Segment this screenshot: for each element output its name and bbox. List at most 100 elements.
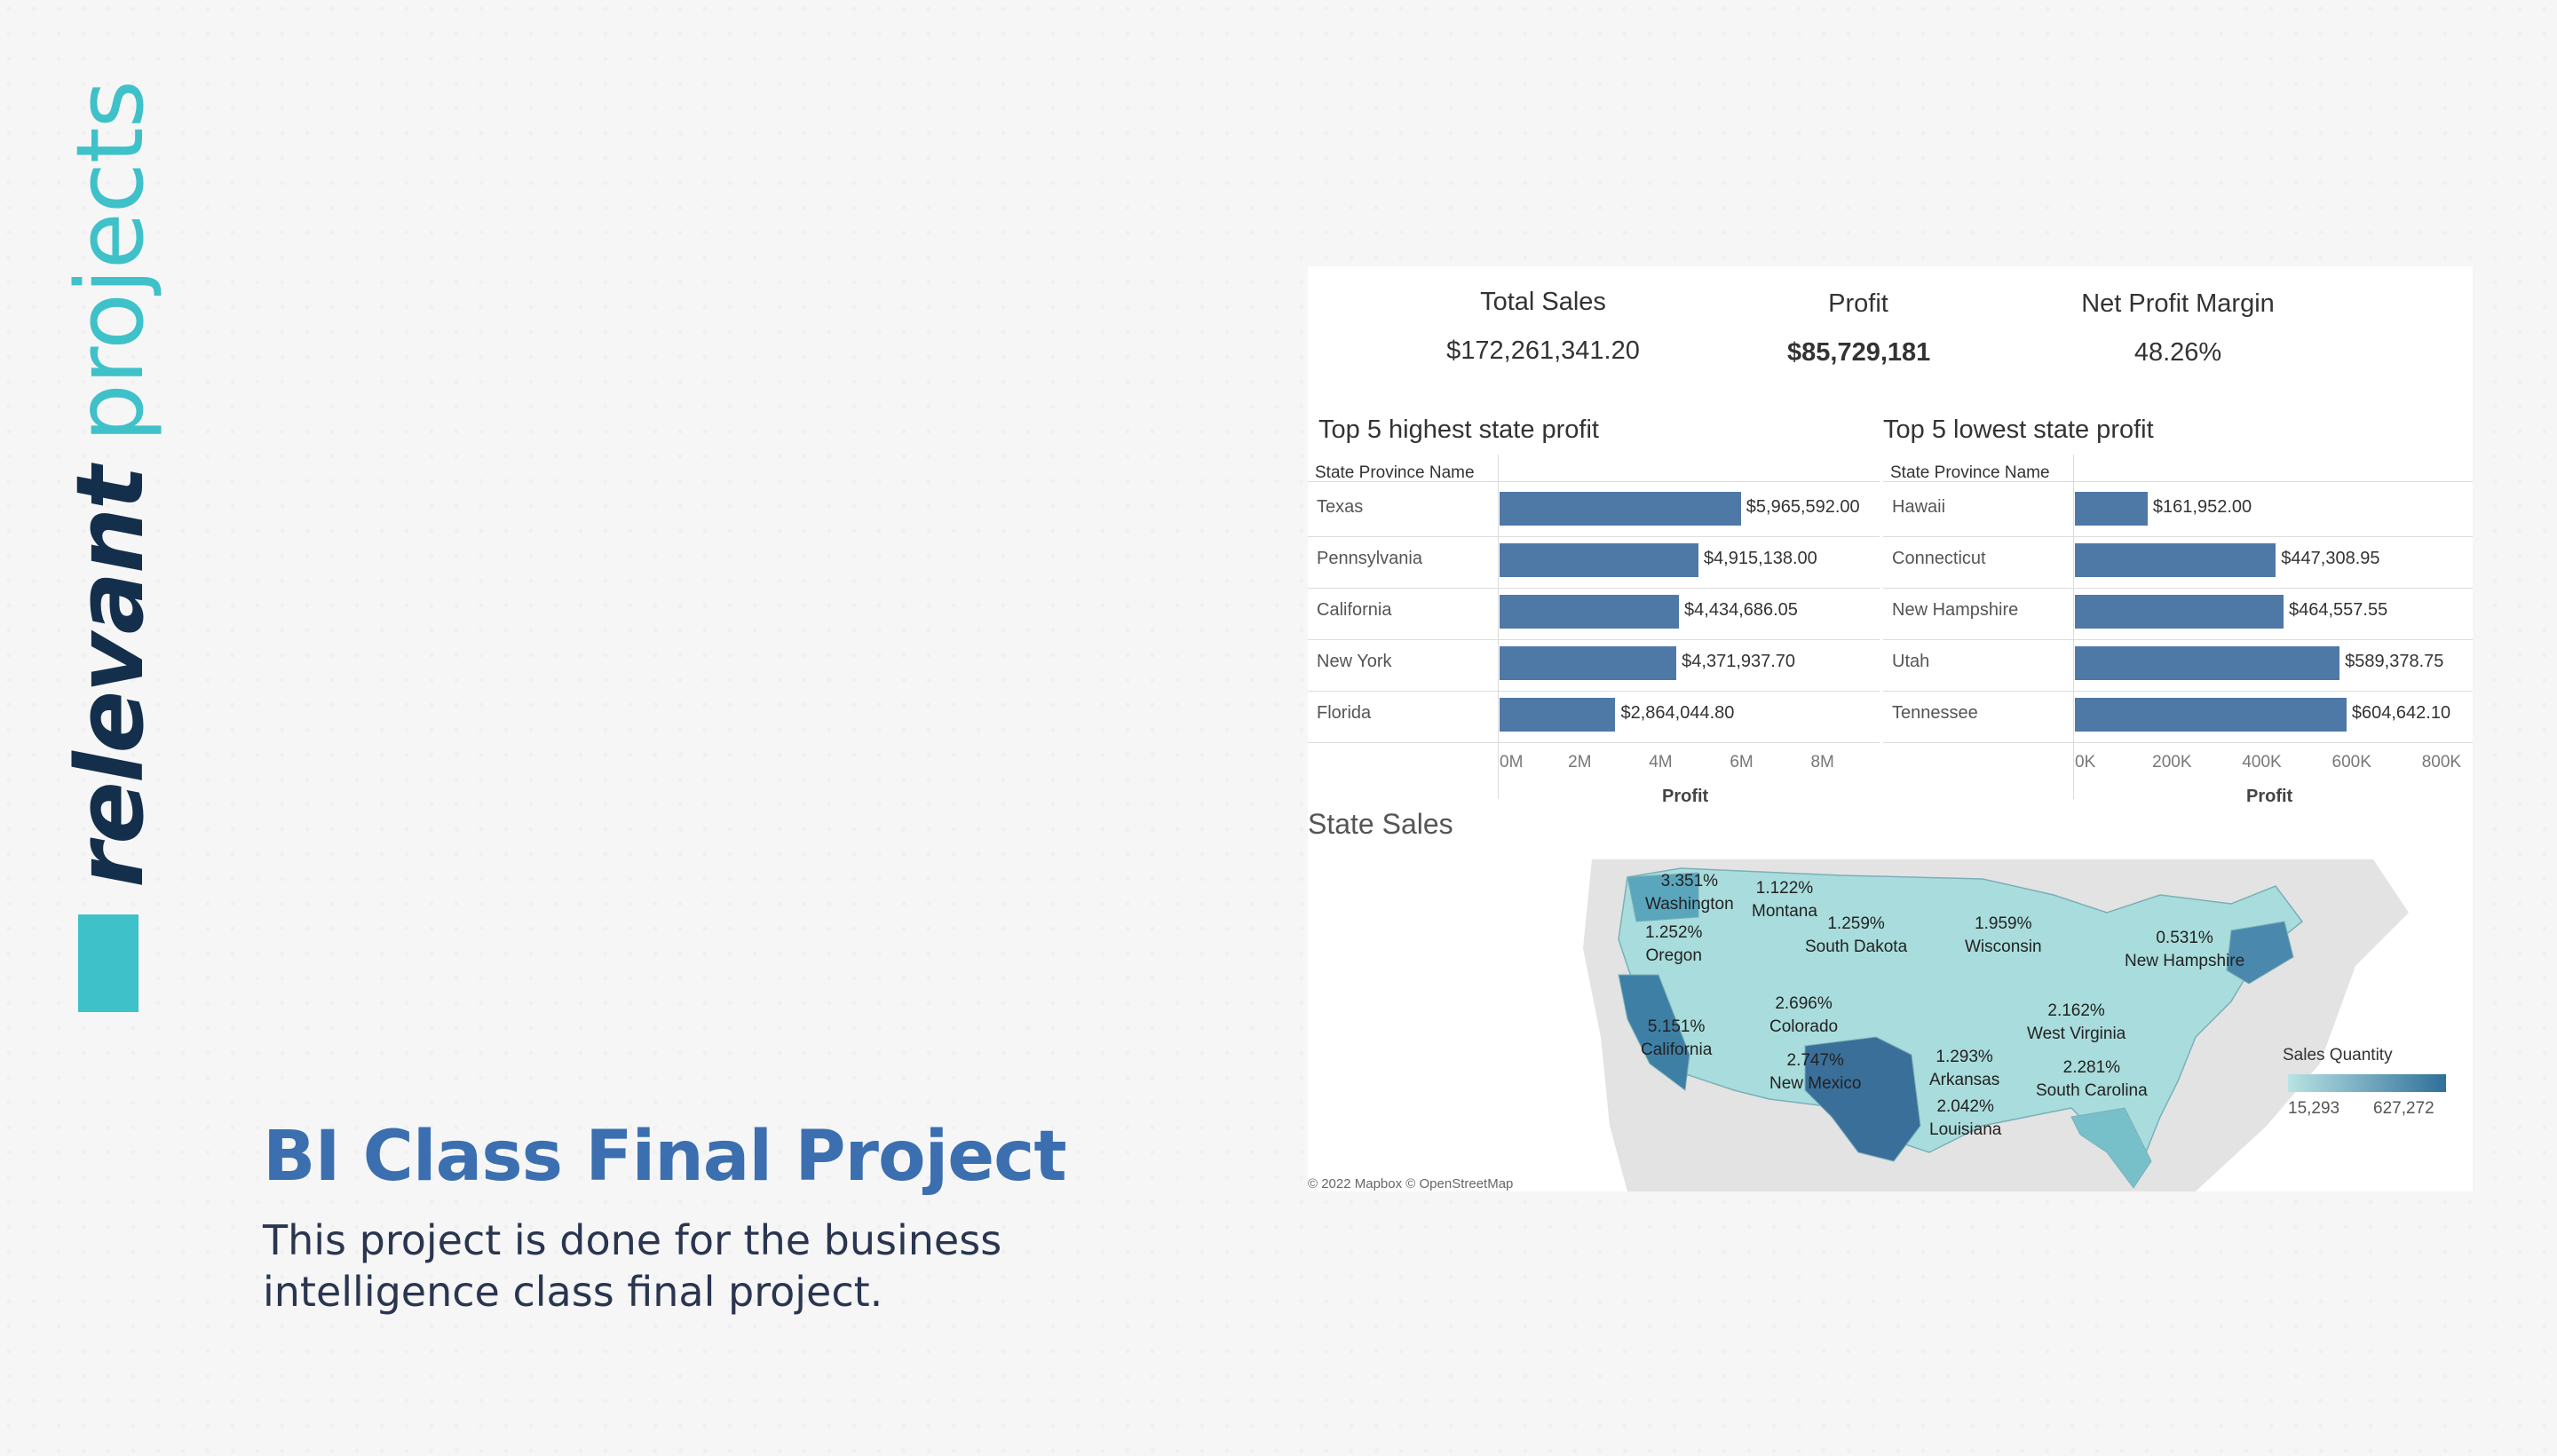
axis-tick-label: 600K: [2331, 753, 2371, 772]
row-label: Pennsylvania: [1317, 549, 1422, 568]
state-label-pct: 1.259%: [1827, 914, 1885, 933]
state-california: [1618, 974, 1690, 1091]
bar: [2075, 595, 2284, 629]
state-label-name: Louisiana: [1929, 1120, 2002, 1139]
axis-tick-label: 6M: [1730, 753, 1753, 772]
legend-title: Sales Quantity: [2283, 1046, 2393, 1064]
axis-tick-label: 200K: [2152, 753, 2192, 772]
state-label: 2.162% West Virginia: [2027, 1000, 2126, 1046]
row-label: Hawaii: [1892, 497, 1946, 517]
state-new-york-region: [2226, 921, 2294, 985]
state-label: 5.151% California: [1641, 1016, 1712, 1062]
row-label: Utah: [1892, 652, 1930, 671]
bar-value-label: $447,308.95: [2281, 549, 2380, 568]
state-label-name: Wisconsin: [1965, 938, 2042, 956]
bar: [1500, 698, 1616, 732]
bar: [2075, 543, 2276, 577]
us-states-shape: [1618, 867, 2304, 1163]
bar-value-label: $161,952.00: [2152, 497, 2252, 517]
state-label: 2.696% Colorado: [1769, 993, 1838, 1039]
kpi-total-sales: Total Sales $172,261,341.20: [1441, 288, 1645, 366]
state-label-name: South Dakota: [1805, 938, 1908, 956]
row-label: Connecticut: [1892, 549, 1986, 568]
state-label-pct: 2.281%: [2062, 1058, 2121, 1077]
row-divider: [1308, 691, 1880, 692]
state-label-name: West Virginia: [2027, 1025, 2126, 1043]
legend-min: 15,293: [2288, 1099, 2340, 1118]
state-label-name: California: [1641, 1041, 1713, 1059]
kpi-total-sales-value: $172,261,341.20: [1446, 336, 1640, 365]
state-label: 2.042% Louisiana: [1929, 1096, 2001, 1142]
axis-title: Profit: [1662, 787, 1709, 806]
state-label-pct: 5.151%: [1647, 1017, 1706, 1036]
kpi-net-profit-margin: Net Profit Margin 48.26%: [2062, 289, 2293, 368]
kpi-profit-value: $85,729,181: [1787, 338, 1931, 367]
project-title: BI Class Final Project: [263, 1117, 1067, 1197]
bar-value-label: $464,557.55: [2289, 600, 2388, 620]
bar: [2075, 646, 2340, 680]
row-divider: [1308, 639, 1880, 640]
kpi-total-sales-label: Total Sales: [1480, 288, 1606, 316]
chart-lowest-profit: State Province Name Hawaii $161,952.00 Conn…: [1883, 455, 2473, 806]
label-divider: [2073, 455, 2074, 799]
state-label: 1.259% South Dakota: [1805, 913, 1907, 959]
state-label-pct: 0.531%: [2156, 929, 2213, 947]
us-map-svg: [1583, 859, 2409, 1191]
bar: [2075, 492, 2148, 526]
row-divider: [1883, 639, 2473, 640]
row-divider: [1883, 742, 2473, 743]
axis-tick-label: 0M: [1500, 753, 1524, 772]
row-label: New York: [1317, 652, 1392, 671]
state-label-pct: 1.293%: [1936, 1048, 1993, 1066]
accent-bar: [78, 914, 139, 1012]
header-divider: [1308, 481, 1880, 482]
row-label: Texas: [1317, 497, 1364, 517]
row-label: Florida: [1317, 703, 1372, 723]
bar-value-label: $604,642.10: [2351, 703, 2451, 723]
state-label-pct: 1.122%: [1755, 879, 1814, 898]
state-label-name: Montana: [1752, 902, 1817, 921]
state-label-name: Washington: [1645, 895, 1734, 914]
state-sales-map: 3.351% Washington 1.122% Montana 1.252% Orego…: [1308, 859, 2473, 1191]
chart-highest-profit: State Province Name Texas $5,965,592.00 Pen…: [1308, 455, 1880, 806]
row-label: Tennessee: [1892, 703, 1978, 723]
state-label-name: Arkansas: [1929, 1071, 2000, 1089]
state-label-name: South Carolina: [2036, 1081, 2148, 1100]
state-label-name: New Hampshire: [2125, 952, 2245, 970]
state-texas: [1804, 1036, 1921, 1162]
state-label: 1.959% Wisconsin: [1965, 913, 2042, 959]
column-header: State Province Name: [1315, 463, 1475, 482]
project-description: This project is done for the business in…: [263, 1216, 1002, 1316]
bar: [2075, 698, 2347, 732]
row-divider: [1308, 588, 1880, 589]
bar: [1500, 543, 1698, 577]
column-header: State Province Name: [1890, 463, 2050, 482]
bar: [1500, 492, 1741, 526]
section-title: relevant projects: [56, 81, 164, 888]
state-label: 2.747% New Mexico: [1769, 1049, 1861, 1096]
state-label: 0.531% New Hampshire: [2125, 927, 2244, 973]
state-label-pct: 2.696%: [1775, 994, 1833, 1013]
bar-value-label: $4,915,138.00: [1703, 549, 1817, 568]
bar-value-label: $4,371,937.70: [1682, 652, 1796, 671]
state-label-pct: 2.747%: [1786, 1051, 1844, 1070]
row-divider: [1883, 691, 2473, 692]
row-divider: [1883, 536, 2473, 537]
section-title-word-relevant: relevant: [56, 467, 164, 888]
bar: [1500, 646, 1677, 680]
header-divider: [1883, 481, 2473, 482]
row-divider: [1308, 536, 1880, 537]
bar: [1500, 595, 1680, 629]
label-divider: [1498, 455, 1499, 799]
state-label: 2.281% South Carolina: [2036, 1056, 2148, 1103]
bar-value-label: $589,378.75: [2345, 652, 2444, 671]
state-label-pct: 2.042%: [1936, 1097, 1994, 1116]
state-label: 1.293% Arkansas: [1929, 1046, 1999, 1092]
state-label-name: New Mexico: [1769, 1074, 1862, 1093]
state-label-name: Colorado: [1769, 1017, 1839, 1036]
kpi-profit-label: Profit: [1828, 289, 1888, 318]
chart-title-lowest: Top 5 lowest state profit: [1883, 415, 2154, 444]
map-attribution: © 2022 Mapbox © OpenStreetMap: [1308, 1176, 1514, 1191]
axis-tick-label: 800K: [2421, 753, 2462, 772]
axis-tick-label: 400K: [2242, 753, 2282, 772]
